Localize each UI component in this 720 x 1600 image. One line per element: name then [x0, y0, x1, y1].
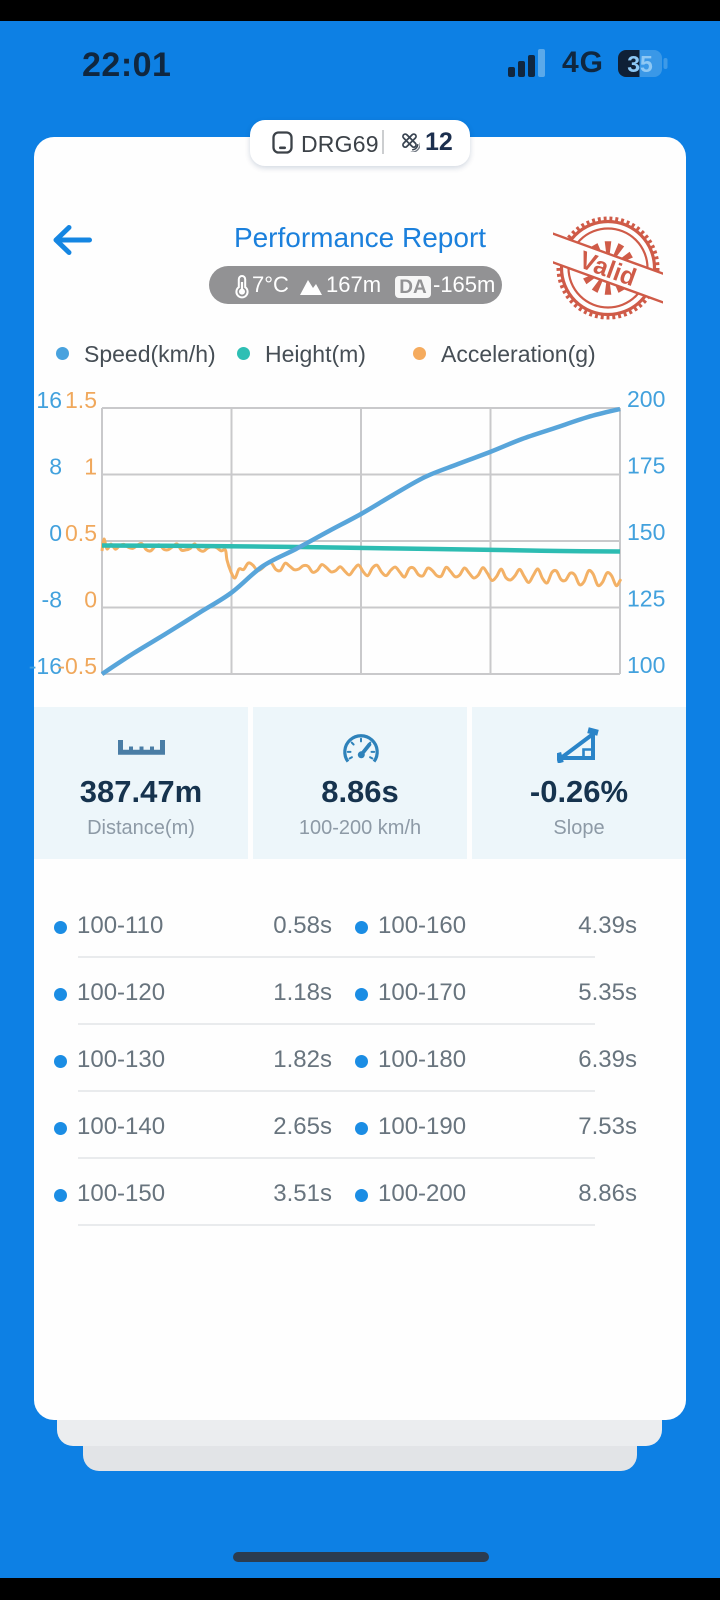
svg-text:0: 0 — [49, 520, 62, 546]
svg-text:-16: -16 — [29, 653, 62, 679]
svg-text:100: 100 — [627, 652, 665, 678]
svg-text:8: 8 — [49, 454, 62, 480]
svg-text:0: 0 — [84, 587, 97, 613]
svg-text:125: 125 — [627, 586, 665, 612]
svg-text:150: 150 — [627, 519, 665, 545]
svg-text:16: 16 — [36, 387, 62, 413]
svg-text:200: 200 — [627, 386, 665, 412]
svg-text:175: 175 — [627, 453, 665, 479]
svg-text:-0.5: -0.5 — [57, 653, 97, 679]
svg-text:1: 1 — [84, 454, 97, 480]
svg-text:35: 35 — [627, 51, 653, 77]
svg-text:0.5: 0.5 — [65, 520, 97, 546]
svg-text:-8: -8 — [42, 587, 62, 613]
svg-text:1.5: 1.5 — [65, 387, 97, 413]
